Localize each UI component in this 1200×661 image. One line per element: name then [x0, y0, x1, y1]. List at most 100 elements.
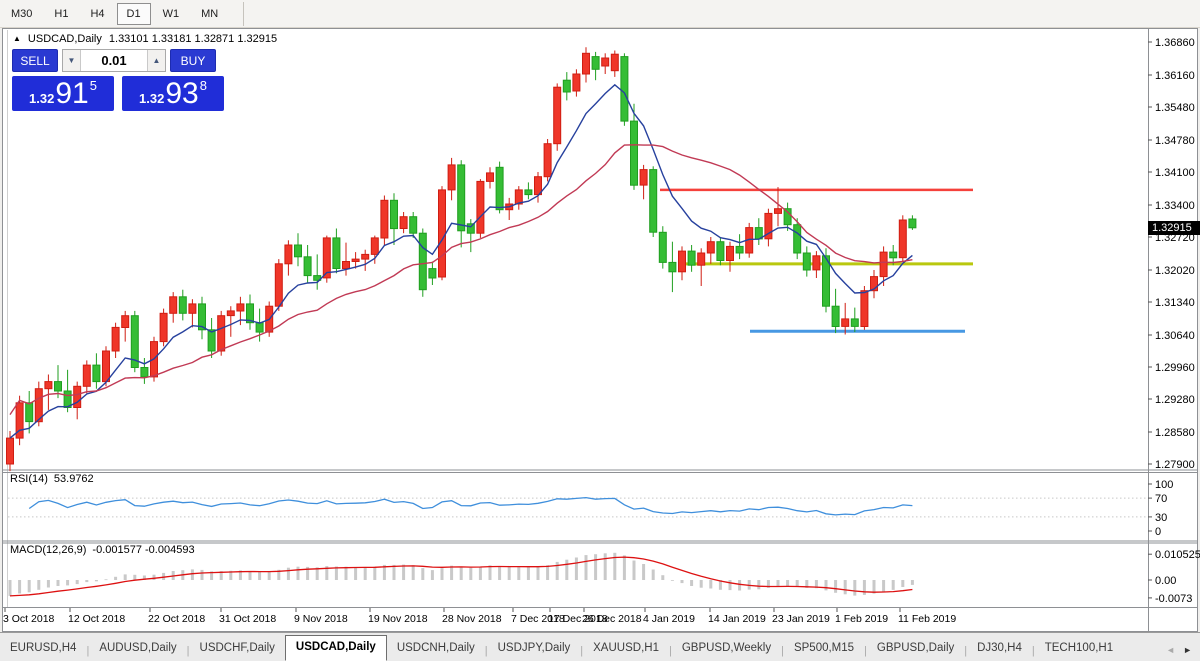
volume-stepper: ▼ ▲	[62, 49, 166, 72]
tab-separator: |	[186, 645, 190, 657]
sell-button[interactable]: SELL	[12, 49, 58, 72]
sell-price-prefix: 1.32	[29, 91, 55, 106]
svg-text:1.35480: 1.35480	[1155, 102, 1195, 114]
tab-dj30-h4[interactable]: DJ30,H4	[977, 642, 1022, 654]
svg-text:28 Nov 2018: 28 Nov 2018	[442, 613, 502, 625]
tab-usdjpy-daily[interactable]: USDJPY,Daily	[497, 642, 571, 654]
timeframe-d1-button[interactable]: D1	[116, 2, 151, 25]
volume-decrease-button[interactable]: ▼	[63, 50, 81, 71]
tab-audusd-daily[interactable]: AUDUSD,Daily	[99, 642, 177, 654]
svg-text:0.00: 0.00	[1155, 575, 1176, 587]
svg-text:3 Oct 2018: 3 Oct 2018	[3, 613, 55, 625]
toolbar-separator	[243, 1, 245, 26]
ma-fast-line	[9, 83, 913, 439]
chevron-down-icon: ▼	[67, 56, 76, 65]
tab-separator: |	[580, 645, 584, 657]
svg-text:1.30640: 1.30640	[1155, 330, 1195, 342]
tab-tech100-h1[interactable]: TECH100,H1	[1044, 642, 1114, 654]
tab-scroll-right-icon[interactable]: ►	[1183, 645, 1192, 655]
tab-separator: |	[964, 645, 968, 657]
rsi-indicator-label: RSI(14) 53.9762	[10, 473, 94, 485]
timeframe-h4-button[interactable]: H4	[90, 7, 105, 20]
svg-text:1.34780: 1.34780	[1155, 135, 1195, 147]
tab-eurusd-h4[interactable]: EURUSD,H4	[10, 642, 77, 654]
rsi-value: 53.9762	[53, 473, 94, 485]
svg-text:11 Feb 2019: 11 Feb 2019	[898, 613, 956, 625]
chart-symbol-label: USDCAD,Daily	[27, 33, 102, 45]
tab-usdcnh-daily[interactable]: USDCNH,Daily	[396, 642, 475, 654]
time-scale[interactable]: 3 Oct 2018 12 Oct 2018 22 Oct 2018 31 Oct 2…	[3, 608, 956, 625]
tab-separator: |	[864, 645, 867, 657]
rsi-scale: 100 70 30 0	[1148, 479, 1173, 538]
chart-ohlc-values: 1.33101 1.33181 1.32871 1.32915	[108, 33, 278, 45]
timeframe-toolbar: M30 H1 H4 D1 W1 MN	[0, 0, 1200, 28]
chevron-up-icon: ▲	[152, 56, 161, 65]
svg-text:19 Nov 2018: 19 Nov 2018	[368, 613, 428, 625]
tab-separator: |	[781, 645, 784, 657]
sell-price-panel[interactable]: 1.32 91 5	[12, 76, 114, 111]
tab-scroll-left-icon[interactable]: ◄	[1166, 645, 1176, 655]
macd-scale: 0.010525 0.00 -0.0073	[1148, 549, 1200, 605]
svg-text:17 Dec 2018: 17 Dec 2018	[548, 613, 608, 625]
rsi-name: RSI(14)	[10, 473, 48, 485]
svg-text:1.32720: 1.32720	[1155, 232, 1195, 244]
timeframe-m30-button[interactable]: M30	[11, 7, 33, 20]
sell-price-big: 91	[55, 77, 89, 110]
bid-ask-panels: 1.32 91 5 1.32 93 8	[12, 76, 224, 111]
buy-button[interactable]: BUY	[170, 49, 216, 72]
svg-text:1.34100: 1.34100	[1155, 167, 1195, 179]
tab-gbpusd-weekly[interactable]: GBPUSD,Weekly	[681, 642, 772, 654]
macd-indicator-label: MACD(12,26,9) -0.001577 -0.004593	[10, 544, 195, 556]
svg-text:1.36160: 1.36160	[1155, 70, 1195, 82]
timeframe-mn-button[interactable]: MN	[201, 7, 219, 20]
buy-price-big: 93	[165, 77, 199, 110]
candlesticks	[6, 47, 917, 472]
macd-name: MACD(12,26,9)	[10, 544, 87, 556]
svg-text:0.010525: 0.010525	[1155, 549, 1200, 561]
svg-text:23 Jan 2019: 23 Jan 2019	[772, 613, 830, 625]
svg-text:1.36860: 1.36860	[1155, 37, 1195, 49]
tab-separator: |	[1031, 645, 1035, 657]
svg-text:22 Oct 2018: 22 Oct 2018	[148, 613, 205, 625]
chart-header: ▲ USDCAD,Daily 1.33101 1.33181 1.32871 1…	[13, 33, 277, 45]
buy-price-pip: 8	[199, 78, 207, 93]
svg-text:30: 30	[1155, 512, 1167, 524]
svg-text:0: 0	[1155, 526, 1161, 538]
svg-text:100: 100	[1155, 479, 1173, 491]
collapse-quotes-icon[interactable]: ▲	[13, 34, 21, 43]
volume-increase-button[interactable]: ▲	[147, 50, 165, 71]
timeframe-w1-button[interactable]: W1	[162, 7, 180, 20]
svg-text:26 Dec 2018: 26 Dec 2018	[582, 613, 642, 625]
svg-text:1.27900: 1.27900	[1155, 459, 1195, 471]
svg-text:1.28580: 1.28580	[1155, 427, 1195, 439]
tab-usdcad-daily[interactable]: USDCAD,Daily	[284, 635, 387, 661]
tab-gbpusd-daily[interactable]: GBPUSD,Daily	[876, 642, 955, 654]
chart-tab-bar: EURUSD,H4 | AUDUSD,Daily | USDCHF,Daily …	[0, 632, 1200, 661]
buy-price-panel[interactable]: 1.32 93 8	[122, 76, 224, 111]
svg-text:-0.0073: -0.0073	[1155, 593, 1192, 605]
svg-text:4 Jan 2019: 4 Jan 2019	[643, 613, 695, 625]
svg-text:1 Feb 2019: 1 Feb 2019	[835, 613, 888, 625]
svg-text:1.31340: 1.31340	[1155, 297, 1195, 309]
tab-separator: |	[484, 645, 488, 657]
macd-values: -0.001577 -0.004593	[92, 544, 195, 556]
volume-input[interactable]	[81, 50, 147, 71]
svg-text:1.29960: 1.29960	[1155, 362, 1195, 374]
svg-text:12 Oct 2018: 12 Oct 2018	[68, 613, 125, 625]
ma-slow-line	[9, 144, 913, 415]
price-scale[interactable]: 1.36860 1.36160 1.35480 1.34780 1.34100 1.334…	[1148, 37, 1195, 471]
svg-text:70: 70	[1155, 493, 1167, 505]
tab-xauusd-h1[interactable]: XAUUSD,H1	[593, 642, 659, 654]
buy-price-prefix: 1.32	[139, 91, 165, 106]
svg-text:9 Nov 2018: 9 Nov 2018	[294, 613, 348, 625]
svg-text:14 Jan 2019: 14 Jan 2019	[708, 613, 766, 625]
timeframe-h1-button[interactable]: H1	[54, 7, 69, 20]
svg-text:1.29280: 1.29280	[1155, 394, 1195, 406]
svg-text:1.33400: 1.33400	[1155, 200, 1195, 212]
macd-panel: 0.010525 0.00 -0.0073	[8, 549, 1200, 605]
tab-sp500-m15[interactable]: SP500,M15	[793, 642, 855, 654]
tab-usdchf-daily[interactable]: USDCHF,Daily	[199, 642, 275, 654]
rsi-line	[28, 496, 913, 516]
